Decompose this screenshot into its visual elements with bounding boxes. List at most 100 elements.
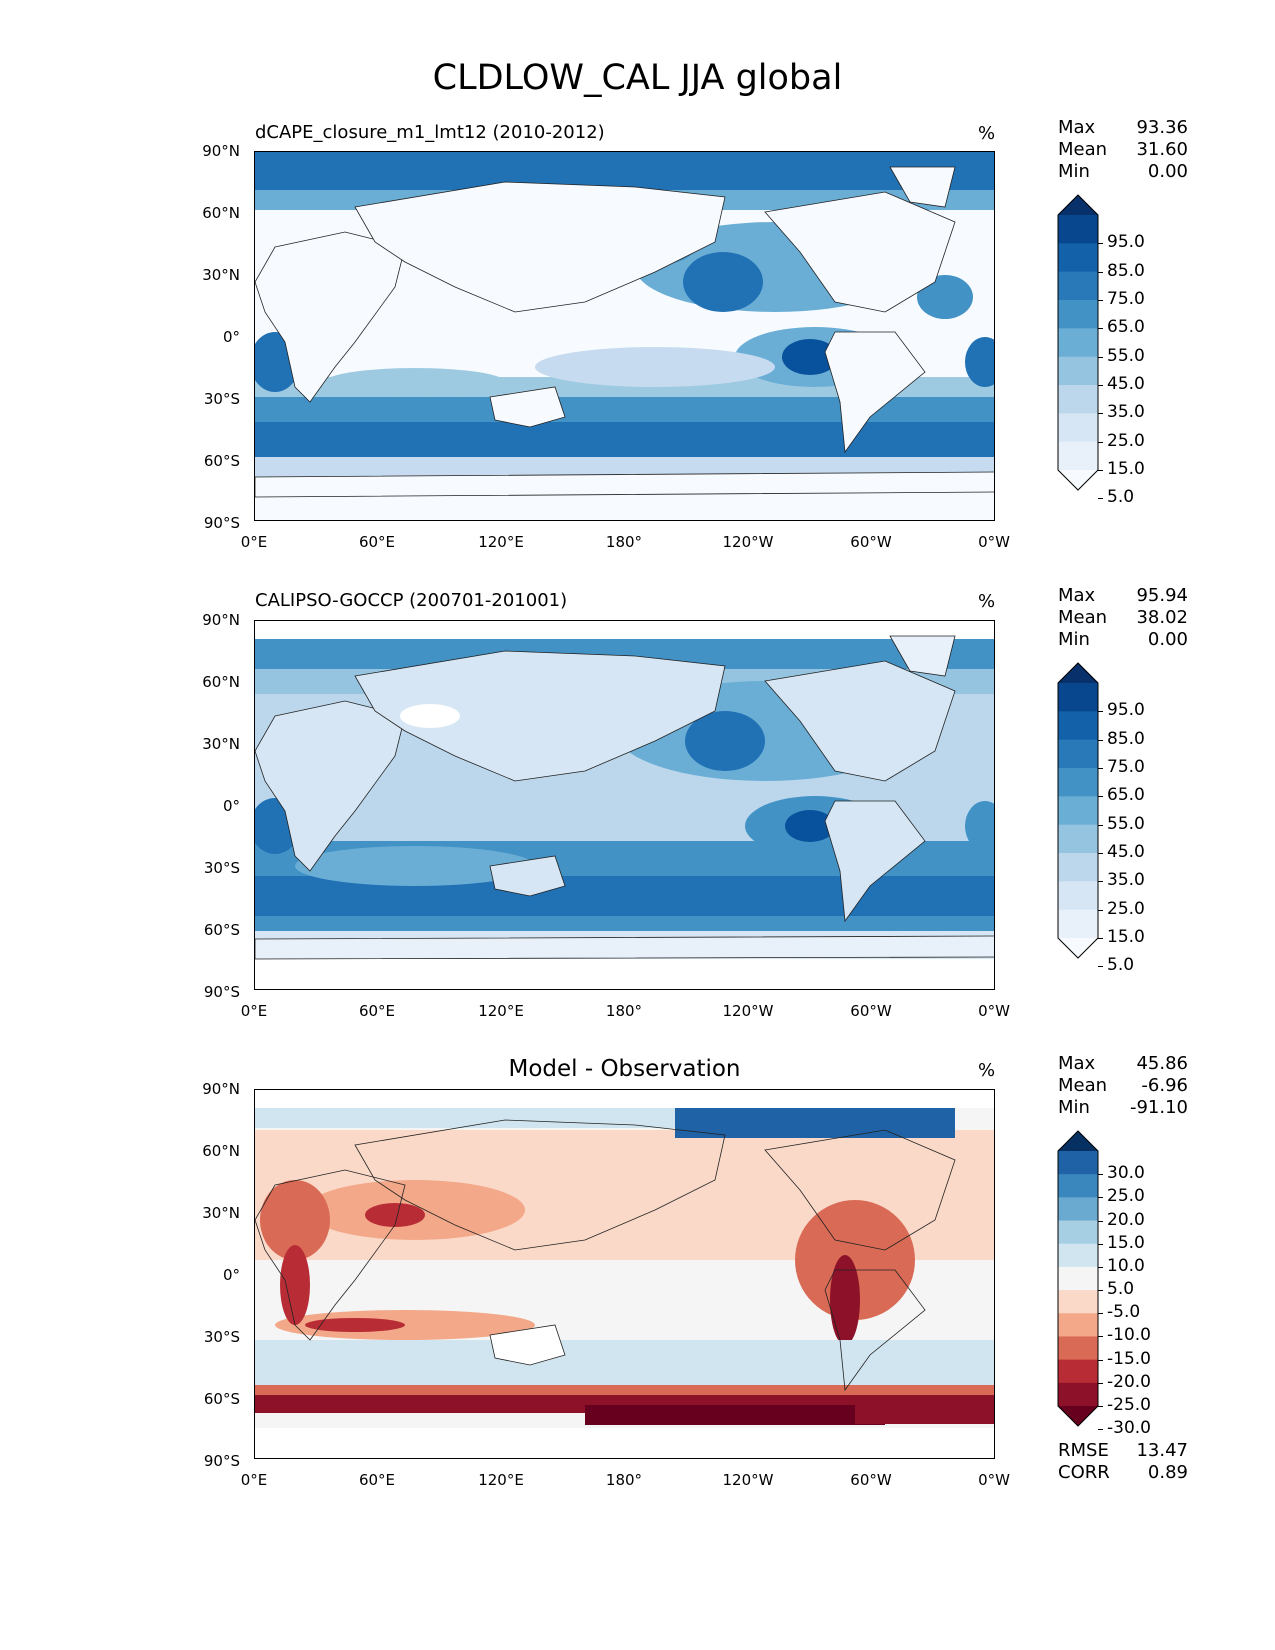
colorbar-label: -15.0 <box>1107 1348 1151 1369</box>
colorbar-label: 35.0 <box>1107 870 1145 891</box>
colorbar-segment <box>1058 1197 1098 1222</box>
colorbar-tick <box>1098 966 1103 968</box>
colorbar-segment <box>1058 1220 1098 1245</box>
colorbar-label: 25.0 <box>1107 898 1145 919</box>
lon-tick-label: 0°E <box>240 533 268 551</box>
colorbar-segment <box>1058 796 1098 826</box>
colorbar-label: 45.0 <box>1107 842 1145 862</box>
colorbar-label: 20.0 <box>1107 1209 1145 1230</box>
colorbar-label: 10.0 <box>1107 1255 1145 1276</box>
lat-tick-label: 90°N <box>202 1080 240 1098</box>
stat-min: Min 0.00 <box>1058 161 1188 182</box>
colorbar-segment <box>1058 385 1098 414</box>
colorbar-segment <box>1058 271 1098 301</box>
lon-tick-label: 120°E <box>478 1002 524 1020</box>
stat-min: Min 0.00 <box>1058 629 1188 650</box>
colorbar-label: 15.0 <box>1107 1232 1145 1253</box>
stat-max: Max 95.94 <box>1058 585 1188 606</box>
lat-tick-label: 0° <box>222 797 240 815</box>
colorbar-extend-max <box>1058 195 1098 215</box>
unit-label: % <box>978 123 996 144</box>
colorbar-tick <box>1098 739 1103 741</box>
lat-tick-label: 90°S <box>203 1452 240 1470</box>
lon-tick-label: 0°E <box>240 1002 268 1020</box>
lat-tick-label: 30°S <box>203 1328 240 1346</box>
colorbar-tick <box>1098 853 1103 854</box>
colorbar-segment <box>1058 1243 1098 1268</box>
lon-tick-label: 180° <box>605 1002 643 1020</box>
colorbar-tick <box>1098 938 1103 939</box>
colorbar-label: -10.0 <box>1107 1325 1151 1346</box>
lat-tick-label: 0° <box>222 328 240 346</box>
lon-tick-label: 60°W <box>850 533 892 551</box>
colorbar: 95.0 85.0 75.0 65.0 55.0 45.0 35.0 25.0 15.0 5.0 <box>1057 662 1145 975</box>
map-observation[interactable] <box>254 620 995 990</box>
colorbar-extend-min <box>1058 1406 1098 1426</box>
colorbar: 95.0 85.0 75.0 65.0 55.0 45.0 35.0 25.0 15.0 5.0 <box>1057 194 1145 507</box>
colorbar-segment <box>1058 1336 1098 1361</box>
lon-tick-label: 120°E <box>478 1471 524 1489</box>
map-difference[interactable] <box>254 1089 995 1459</box>
colorbar-tick <box>1098 413 1103 415</box>
colorbar-tick <box>1098 328 1103 330</box>
colorbar-label: -20.0 <box>1107 1371 1151 1392</box>
colorbar-tick <box>1098 796 1103 798</box>
colorbar-label: 85.0 <box>1107 260 1145 281</box>
lat-tick-label: 30°N <box>202 1204 240 1222</box>
lat-tick-label: 90°N <box>202 611 240 629</box>
colorbar-segment <box>1058 356 1098 386</box>
lon-tick-label: 0°W <box>978 533 1010 551</box>
colorbar-segment <box>1058 711 1098 741</box>
colorbar-label: 30.0 <box>1107 1163 1145 1184</box>
colorbar-segment <box>1058 1290 1098 1314</box>
colorbar-segment <box>1058 328 1098 358</box>
panel-subtitle: Model - Observation <box>508 1056 741 1082</box>
colorbar-label: 75.0 <box>1107 289 1145 309</box>
colorbar: 30.0 25.0 20.0 15.0 10.0 5.0 -5.0 -10.0 -15.0 -20… <box>1057 1130 1151 1438</box>
colorbar-tick <box>1098 1197 1103 1199</box>
colorbar-tick <box>1098 1174 1103 1176</box>
colorbar-tick <box>1098 1313 1103 1315</box>
colorbar-label: 35.0 <box>1107 402 1145 423</box>
colorbar-label: 95.0 <box>1107 232 1145 253</box>
colorbar-label: 25.0 <box>1107 430 1145 451</box>
colorbar-label: 85.0 <box>1107 728 1145 749</box>
unit-label: % <box>978 591 996 612</box>
colorbar-segment <box>1058 441 1098 471</box>
lon-tick-label: 60°E <box>358 1002 396 1020</box>
lat-tick-label: 60°S <box>203 452 240 470</box>
colorbar-label: 5.0 <box>1107 1279 1135 1300</box>
lat-tick-label: 30°S <box>203 390 240 408</box>
lat-tick-label: 60°S <box>203 1390 240 1408</box>
colorbar-segment <box>1058 881 1098 911</box>
colorbar-segment <box>1058 853 1098 882</box>
colorbar-segment <box>1058 909 1098 939</box>
colorbar-tick <box>1098 1382 1103 1384</box>
map-model[interactable] <box>254 151 995 521</box>
colorbar-label: 55.0 <box>1107 813 1145 834</box>
colorbar-tick <box>1098 1359 1103 1361</box>
lat-tick-label: 30°N <box>202 735 240 753</box>
colorbar-segment <box>1058 300 1098 329</box>
colorbar-label: 5.0 <box>1107 955 1135 976</box>
colorbar-label: 75.0 <box>1107 757 1145 777</box>
lon-tick-label: 120°W <box>722 1471 774 1489</box>
colorbar-segment <box>1058 739 1098 769</box>
colorbar-label: -5.0 <box>1107 1302 1141 1323</box>
lat-tick-label: 0° <box>222 1266 240 1284</box>
stat-max: Max 93.36 <box>1058 117 1188 138</box>
lat-tick-label: 90°S <box>203 983 240 1001</box>
colorbar-label: -30.0 <box>1107 1418 1151 1439</box>
colorbar-segment <box>1058 1151 1098 1175</box>
lon-tick-label: 60°E <box>358 533 396 551</box>
lat-tick-label: 30°N <box>202 266 240 284</box>
colorbar-tick <box>1098 243 1103 245</box>
colorbar-segment <box>1058 824 1098 854</box>
figure-title: CLDLOW_CAL JJA global <box>432 58 843 98</box>
colorbar-extend-max <box>1058 663 1098 683</box>
colorbar-tick <box>1098 1243 1103 1245</box>
lon-tick-label: 0°E <box>240 1471 268 1489</box>
colorbar-label: -25.0 <box>1107 1395 1151 1415</box>
colorbar-tick <box>1098 881 1103 883</box>
colorbar-tick <box>1098 356 1103 358</box>
